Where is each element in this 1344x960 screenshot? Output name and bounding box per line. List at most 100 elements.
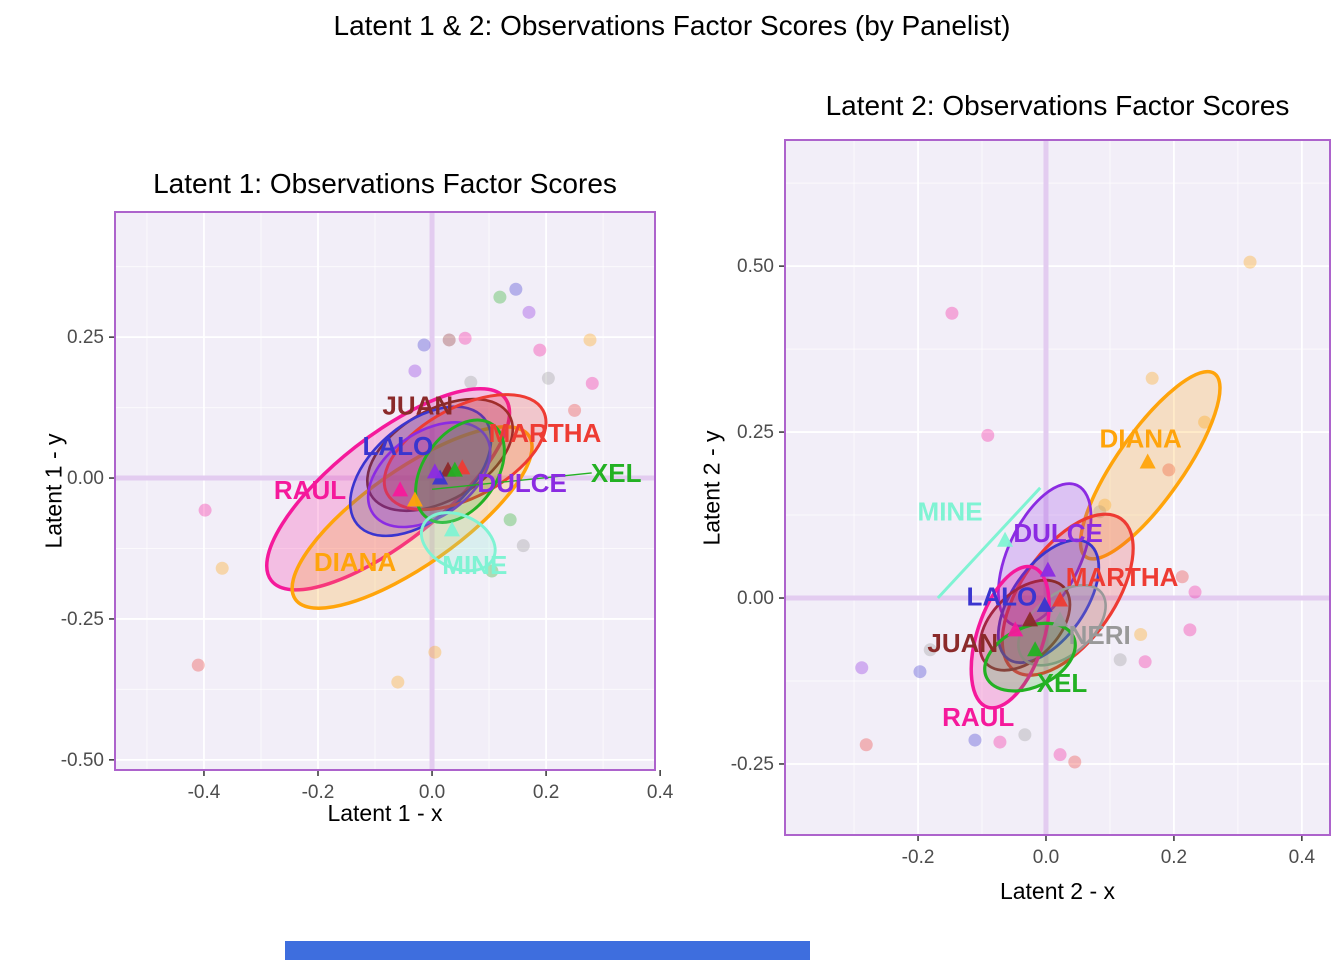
latent2-chart-svg: DIANA DULCE MARTHA LALO JUAN NERI RAUL XEL MINE -… — [731, 139, 1331, 868]
data-point — [533, 343, 547, 357]
data-point — [993, 735, 1007, 749]
y-tick-label: 0.25 — [737, 422, 774, 443]
group-label-diana: DIANA — [1099, 424, 1182, 454]
group-label-martha: MARTHA — [1066, 562, 1179, 592]
data-point — [568, 403, 582, 417]
latent2-plot: Latent 2: Observations Factor Scores Lat… — [699, 70, 1344, 940]
data-point — [1243, 255, 1257, 269]
data-point — [1198, 415, 1212, 429]
group-leader-xel — [431, 472, 592, 491]
data-point — [1134, 628, 1148, 642]
data-point — [583, 333, 597, 347]
x-tick-label: 0.2 — [533, 782, 559, 803]
group-ellipse-dulce — [996, 482, 1093, 628]
data-point — [516, 539, 530, 553]
data-point — [191, 658, 205, 672]
data-point — [541, 371, 555, 385]
group-label-lalo: LALO — [362, 431, 433, 461]
figure-title: Latent 1 & 2: Observations Factor Scores… — [333, 10, 1011, 41]
group-label-neri: NERI — [1069, 620, 1131, 650]
group-label-xel: XEL — [591, 458, 642, 488]
group-label-xel: XEL — [1037, 668, 1088, 698]
group-label-diana: DIANA — [314, 547, 397, 577]
group-ellipse-raul — [969, 564, 1051, 710]
group-mean-lalo — [1036, 596, 1053, 612]
y-tick-label: 0.00 — [737, 588, 774, 609]
y-tick-label: 0.25 — [67, 327, 104, 348]
data-point — [1188, 585, 1202, 599]
group-label-juan: JUAN — [927, 628, 998, 658]
data-point — [442, 333, 456, 347]
data-point — [493, 290, 507, 304]
group-label-martha: MARTHA — [489, 418, 602, 448]
panel-border — [784, 139, 1331, 836]
data-point — [981, 428, 995, 442]
group-label-mine: MINE — [442, 550, 507, 580]
x-tick-label: -0.2 — [902, 847, 935, 868]
group-mean-neri — [1052, 611, 1069, 627]
x-tick-label: 0.0 — [419, 782, 445, 803]
group-label-raul: RAUL — [942, 702, 1014, 732]
latent1-chart-svg: RAUL DIANA JUAN LALO MARTHA DULCE XEL MINE -0.4 -… — [61, 211, 674, 803]
group-mean-raul — [1007, 621, 1024, 637]
data-point — [458, 331, 472, 345]
data-point — [1018, 728, 1032, 742]
latent1-plot: Latent 1: Observations Factor Scores Lat… — [20, 160, 680, 840]
data-point — [509, 282, 523, 296]
data-point — [1175, 570, 1189, 584]
y-tick-label: 0.50 — [737, 256, 774, 277]
data-point — [1068, 755, 1082, 769]
group-mean-dulce — [426, 463, 443, 479]
group-line-mine — [936, 486, 1042, 600]
y-tick-label: 0.00 — [67, 468, 104, 489]
data-point — [1053, 748, 1067, 762]
x-tick-label: -0.4 — [188, 782, 221, 803]
group-label-juan: JUAN — [382, 390, 453, 420]
group-mean-xel — [1027, 641, 1044, 657]
y-tick-label: -0.25 — [731, 754, 774, 775]
data-point — [855, 661, 869, 675]
data-point — [1162, 463, 1176, 477]
y-tick-label: -0.25 — [61, 609, 104, 630]
data-point — [522, 305, 536, 319]
bottom-blue-bar — [285, 941, 810, 960]
x-tick-label: 0.4 — [1289, 847, 1316, 868]
data-point — [485, 564, 499, 578]
data-point — [1138, 655, 1152, 669]
group-label-raul: RAUL — [274, 475, 346, 505]
group-mean-xel — [446, 461, 463, 477]
group-ellipse-martha — [382, 393, 548, 512]
group-label-dulce: DULCE — [477, 468, 567, 498]
data-point — [913, 665, 927, 679]
data-point — [968, 733, 982, 747]
y-tick-label: -0.50 — [61, 750, 104, 771]
data-point — [1145, 371, 1159, 385]
group-mean-mine — [444, 521, 461, 537]
panel-border — [114, 211, 656, 771]
latent1-x-axis-title: Latent 1 - x — [327, 800, 443, 826]
group-mean-juan — [1021, 611, 1038, 627]
group-label-lalo: LALO — [966, 582, 1037, 612]
data-point — [859, 738, 873, 752]
data-point — [198, 503, 212, 517]
group-mean-martha — [1052, 591, 1069, 607]
x-tick-label: 0.4 — [647, 782, 674, 803]
x-tick-label: -0.2 — [302, 782, 335, 803]
group-mean-dulce — [1039, 561, 1056, 577]
data-point — [417, 338, 431, 352]
x-tick-label: 0.0 — [1033, 847, 1059, 868]
latent2-x-axis-title: Latent 2 - x — [999, 878, 1116, 904]
data-point — [1113, 653, 1127, 667]
group-label-dulce: DULCE — [1013, 518, 1103, 548]
data-point — [215, 561, 229, 575]
group-ellipse-mine — [419, 511, 497, 573]
data-point — [464, 375, 478, 389]
data-point — [1183, 623, 1197, 637]
latent1-plot-title: Latent 1: Observations Factor Scores — [153, 168, 617, 199]
data-point — [391, 675, 405, 689]
latent2-plot-title: Latent 2: Observations Factor Scores — [825, 90, 1290, 121]
group-label-mine: MINE — [918, 497, 983, 527]
data-point — [923, 643, 937, 657]
group-mean-raul — [392, 481, 409, 497]
data-point — [503, 513, 517, 527]
